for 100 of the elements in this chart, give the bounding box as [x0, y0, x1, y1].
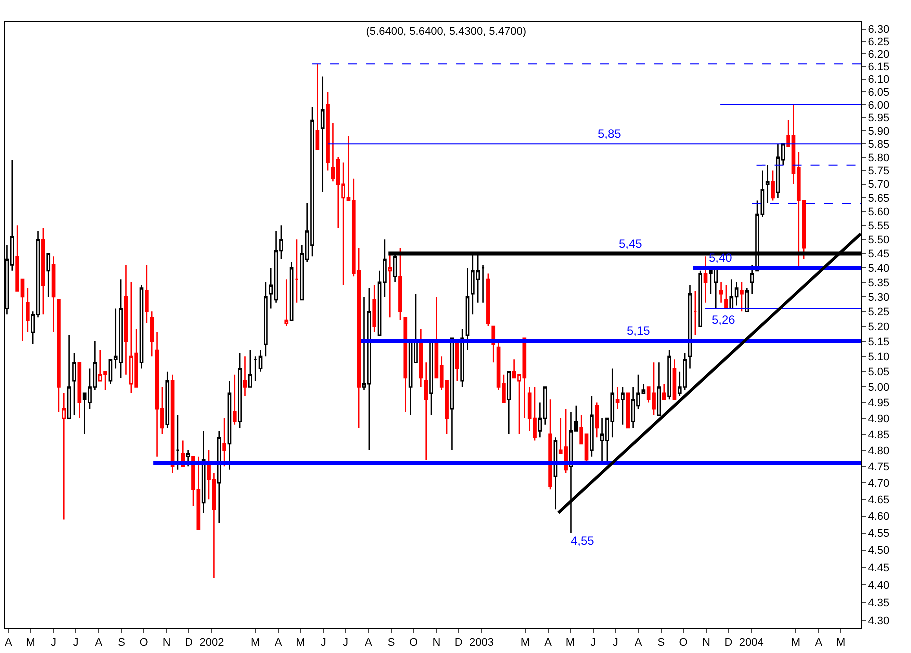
x-tick-label: M [520, 637, 530, 650]
x-tick-label: N [702, 637, 711, 650]
annotation: 5,85 [598, 127, 622, 141]
candlestick [243, 356, 248, 398]
candlestick [46, 253, 51, 298]
x-tick-label: A [365, 637, 374, 650]
x-tick-label: M [26, 637, 36, 650]
y-tick-label: 6.05 [868, 86, 890, 99]
candlestick [466, 267, 470, 352]
annotation: 5,45 [619, 237, 643, 251]
y-tick-label: 6.25 [868, 36, 890, 49]
candlestick [688, 284, 692, 370]
annotation: 5,40 [709, 251, 733, 265]
annotation: 5,15 [627, 324, 651, 338]
candlestick [222, 418, 226, 468]
x-tick-label: A [5, 637, 14, 650]
y-tick-label: 5.10 [868, 351, 890, 364]
x-tick-label: O [679, 637, 688, 650]
x-tick-label: D [454, 637, 463, 650]
candlestick [548, 399, 552, 490]
candlestick [140, 284, 144, 370]
y-tick-label: 6.10 [868, 74, 890, 86]
candlestick [248, 350, 252, 388]
candlestick [166, 371, 170, 429]
candlestick [264, 282, 268, 358]
y-tick-label: 5.55 [868, 220, 890, 232]
y-tick-label: 5.85 [868, 138, 890, 151]
candlestick [704, 256, 708, 304]
x-tick-label: S [658, 637, 666, 650]
candlestick [186, 450, 190, 468]
candlestick [202, 430, 206, 514]
x-tick-label: O [410, 637, 418, 650]
y-tick-label: 6.15 [868, 62, 890, 74]
y-tick-label: 5.95 [868, 112, 890, 125]
x-tick-label: M [251, 637, 260, 650]
candlestick [232, 374, 237, 426]
y-tick-label: 5.00 [868, 382, 890, 394]
candlestick [238, 352, 242, 429]
y-tick-label: 5.35 [868, 277, 890, 290]
candlestick [430, 340, 434, 416]
candlestick [258, 350, 263, 372]
x-tick-label: J [73, 637, 79, 650]
y-tick-label: 4.50 [868, 545, 890, 558]
y-tick-label: 5.90 [868, 126, 890, 138]
y-tick-label: 4.60 [868, 511, 890, 524]
candlestick [320, 76, 325, 194]
y-tick-label: 6.20 [868, 48, 890, 61]
candlestick [740, 282, 744, 312]
candlestick [616, 386, 620, 410]
candlestick [316, 64, 320, 150]
annotation: 5,26 [712, 313, 736, 327]
y-tick-label: 5.15 [868, 336, 890, 348]
candlestick [145, 264, 149, 324]
y-tick-label: 5.30 [868, 292, 890, 304]
x-tick-label: J [320, 637, 326, 650]
candlestick [460, 328, 464, 388]
x-tick-label: A [815, 637, 824, 650]
annotation: 4,55 [571, 534, 595, 548]
y-tick-label: 5.45 [868, 248, 890, 261]
x-tick-label: M [566, 637, 576, 650]
candlestick [424, 362, 428, 461]
y-tick-label: 4.70 [868, 478, 890, 490]
candlestick [719, 282, 724, 304]
candlestick [698, 270, 703, 328]
candlestick [170, 374, 175, 474]
x-tick-label: D [724, 637, 733, 650]
x-tick-label: 2004 [739, 637, 764, 650]
x-tick-label: O [140, 637, 149, 650]
candlestick [372, 284, 377, 334]
y-tick-label: 5.25 [868, 306, 890, 319]
candlestick [228, 380, 232, 471]
y-tick-label: 5.60 [868, 206, 890, 219]
x-tick-label: M [296, 637, 306, 650]
x-tick-label: J [590, 637, 596, 650]
x-tick-label: J [612, 637, 618, 650]
candlestick [52, 256, 56, 334]
candlestick [26, 288, 30, 334]
y-tick-label: 4.30 [868, 616, 890, 628]
candlestick [672, 358, 677, 400]
y-tick-label: 4.90 [868, 413, 890, 426]
y-tick-label: 4.85 [868, 429, 890, 442]
y-tick-label: 4.45 [868, 562, 890, 575]
candlestick [326, 91, 330, 172]
candlestick [455, 340, 460, 382]
candlestick [766, 164, 770, 204]
candlestick [295, 238, 299, 304]
x-tick-label: A [95, 637, 104, 650]
candlestick [621, 386, 625, 426]
candlestick [486, 273, 490, 328]
candlestick [57, 299, 61, 413]
candlestick [72, 352, 76, 416]
candlestick [694, 290, 698, 336]
candlestick [217, 430, 222, 524]
candlestick [554, 436, 558, 510]
candlestick [750, 264, 754, 295]
y-tick-label: 4.40 [868, 580, 890, 592]
candlestick [124, 264, 128, 376]
candlestick [404, 316, 408, 413]
candlestick [398, 247, 402, 322]
y-tick-label: 4.75 [868, 462, 890, 474]
